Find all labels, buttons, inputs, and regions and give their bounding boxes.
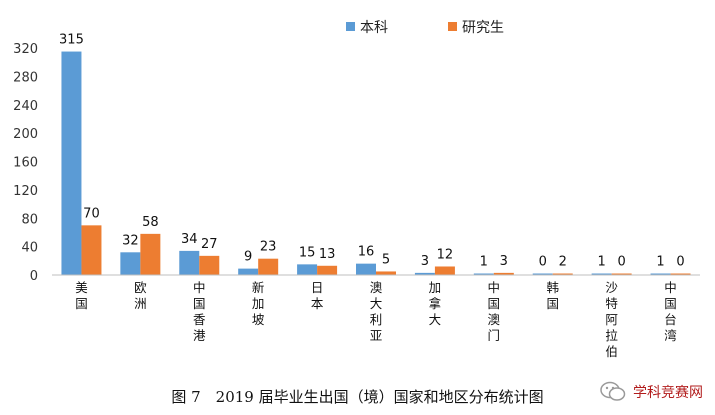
data-label: 32 xyxy=(122,233,139,248)
legend-swatch xyxy=(448,22,457,31)
x-category-label: 加拿大 xyxy=(429,280,442,327)
bar-undergrad xyxy=(591,273,612,275)
x-category-label: 欧洲 xyxy=(134,280,147,311)
watermark-text: 学科竞赛网 xyxy=(633,385,703,401)
figure-caption: 图 7 2019 届毕业生出国（境）国家和地区分布统计图 xyxy=(171,388,544,406)
legend: 本科 研究生 xyxy=(346,20,504,36)
data-label: 58 xyxy=(142,215,159,230)
data-label: 12 xyxy=(437,247,454,262)
data-label: 3 xyxy=(500,254,508,269)
y-tick-label: 240 xyxy=(13,99,38,114)
bar-graduate xyxy=(376,271,396,275)
data-label: 16 xyxy=(358,245,375,260)
bar-undergrad xyxy=(473,273,494,275)
bar-series-group xyxy=(61,51,691,275)
bar-graduate xyxy=(670,273,691,275)
x-axis: 美国 欧洲 中国香港 新加坡 日本 澳大利亚 加拿大 中国澳门 韩国 沙特阿拉伯 中国台湾 xyxy=(52,274,700,359)
bar-undergrad xyxy=(120,252,141,275)
data-label: 27 xyxy=(201,237,218,252)
bar-undergrad xyxy=(61,51,82,275)
bar-graduate xyxy=(434,266,455,275)
data-label: 1 xyxy=(656,255,664,270)
data-label: 3 xyxy=(421,254,429,269)
bar-undergrad xyxy=(532,273,553,275)
data-label: 9 xyxy=(244,250,252,265)
watermark: 学科竞赛网 xyxy=(599,378,703,406)
data-label: 34 xyxy=(181,232,198,247)
x-category-label: 澳大利亚 xyxy=(370,280,383,343)
y-axis: 0 40 80 120 160 200 240 280 320 xyxy=(13,42,38,284)
bar-undergrad xyxy=(297,264,318,275)
y-tick-label: 0 xyxy=(30,269,38,284)
bar-undergrad xyxy=(356,263,376,275)
legend-swatch xyxy=(346,22,355,31)
data-label: 70 xyxy=(83,206,100,221)
x-category-label: 韩国 xyxy=(546,280,559,311)
data-label: 5 xyxy=(382,252,390,267)
bar-graduate xyxy=(317,265,338,275)
bar-undergrad xyxy=(414,272,435,275)
x-category-label: 中国香港 xyxy=(193,280,206,343)
bar-graduate xyxy=(81,225,102,275)
legend-label: 研究生 xyxy=(462,20,504,36)
x-category-label: 沙特阿拉伯 xyxy=(605,280,618,359)
bar-graduate xyxy=(552,273,573,275)
legend-label: 本科 xyxy=(360,20,388,36)
x-category-label: 美国 xyxy=(75,280,88,311)
bar-graduate xyxy=(611,273,632,275)
data-label: 2 xyxy=(559,255,567,270)
y-tick-label: 40 xyxy=(21,241,38,256)
data-label: 0 xyxy=(539,255,547,270)
bar-graduate xyxy=(258,258,279,275)
x-category-label: 日本 xyxy=(311,280,324,311)
data-label: 15 xyxy=(299,245,316,260)
bar-undergrad xyxy=(179,250,200,275)
data-label: 315 xyxy=(59,33,84,48)
y-tick-label: 200 xyxy=(13,127,38,142)
x-category-label: 中国澳门 xyxy=(488,280,501,343)
bar-graduate xyxy=(199,255,220,275)
y-tick-label: 320 xyxy=(13,42,38,57)
data-label: 23 xyxy=(260,240,277,255)
x-category-label: 中国台湾 xyxy=(664,280,677,343)
bar-graduate xyxy=(140,233,161,275)
bar-undergrad xyxy=(238,268,259,275)
bar-undergrad xyxy=(650,273,671,275)
y-tick-label: 160 xyxy=(13,156,38,171)
y-tick-label: 280 xyxy=(13,70,38,85)
data-label: 13 xyxy=(319,247,336,262)
data-label: 0 xyxy=(676,255,684,270)
data-label: 1 xyxy=(597,255,605,270)
data-label: 1 xyxy=(480,255,488,270)
bar-graduate xyxy=(493,272,514,275)
x-category-label: 新加坡 xyxy=(252,280,265,327)
wechat-icon xyxy=(600,381,626,401)
y-tick-label: 120 xyxy=(13,184,38,199)
data-label: 0 xyxy=(617,255,625,270)
y-tick-label: 80 xyxy=(21,212,38,227)
